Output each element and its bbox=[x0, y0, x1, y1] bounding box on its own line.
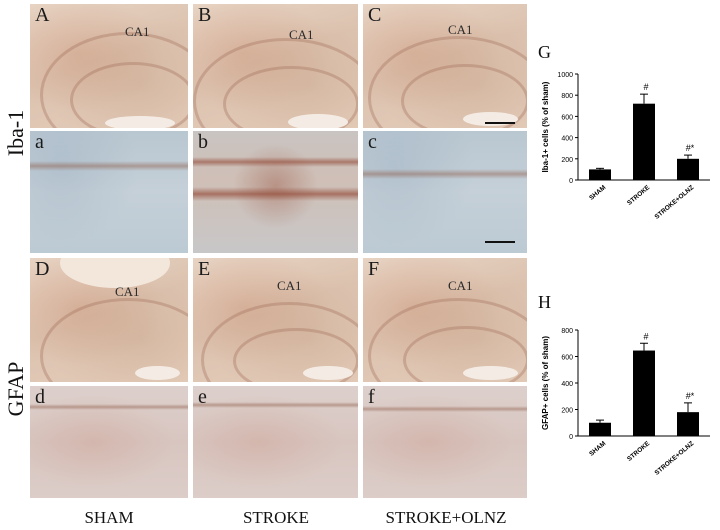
bar bbox=[589, 169, 611, 180]
scale-bar bbox=[485, 122, 515, 124]
panel-label-c: c bbox=[368, 131, 377, 153]
y-tick-label: 600 bbox=[561, 355, 573, 362]
y-tick-label: 600 bbox=[561, 114, 573, 121]
column-label-stroke: STROKE bbox=[242, 508, 310, 527]
panel-F-image: F CA1 bbox=[363, 258, 527, 382]
panel-label-a: a bbox=[35, 131, 44, 153]
panel-a-image: a bbox=[30, 131, 188, 253]
chart-label-G: G bbox=[538, 42, 551, 62]
chart-label-H: H bbox=[538, 292, 551, 312]
row-label-iba1: Iba-1 bbox=[3, 109, 28, 157]
significance-label: #* bbox=[686, 143, 695, 153]
panel-C-image: C CA1 bbox=[363, 4, 527, 128]
y-tick-label: 1000 bbox=[557, 72, 573, 79]
y-tick-label: 200 bbox=[561, 157, 573, 164]
region-label-ca1: CA1 bbox=[448, 278, 473, 293]
y-tick-label: 800 bbox=[561, 328, 573, 335]
y-axis-label: GFAP+ cells (% of sham) bbox=[541, 336, 550, 430]
region-label-ca1: CA1 bbox=[448, 22, 473, 37]
region-label-ca1: CA1 bbox=[277, 278, 302, 293]
significance-label: # bbox=[643, 331, 648, 341]
column-label-stroke-olnz: STROKE+OLNZ bbox=[385, 508, 507, 527]
region-label-ca1: CA1 bbox=[125, 24, 150, 39]
bar bbox=[633, 103, 655, 180]
scale-bar bbox=[485, 241, 515, 243]
panel-label-E: E bbox=[198, 258, 211, 280]
panel-label-D: D bbox=[35, 258, 50, 280]
panel-E-image: E CA1 bbox=[193, 258, 358, 382]
panel-A-image: A CA1 bbox=[30, 4, 188, 128]
x-tick-label: STROKE bbox=[626, 184, 652, 207]
panel-b-image: b bbox=[193, 131, 358, 253]
panel-label-F: F bbox=[368, 258, 380, 280]
row-label-gfap: GFAP bbox=[3, 361, 28, 417]
column-label-sham: SHAM bbox=[84, 508, 134, 527]
y-tick-label: 400 bbox=[561, 136, 573, 143]
panel-label-e: e bbox=[198, 386, 207, 408]
y-tick-label: 200 bbox=[561, 408, 573, 415]
x-tick-label: STROKE+OLNZ bbox=[654, 184, 696, 221]
y-tick-label: 400 bbox=[561, 381, 573, 388]
panel-label-C: C bbox=[368, 4, 382, 26]
panel-d-image: d bbox=[30, 386, 188, 498]
y-tick-label: 0 bbox=[569, 178, 573, 185]
panel-e-image: e bbox=[193, 386, 358, 498]
region-label-ca1: CA1 bbox=[289, 27, 314, 42]
bar bbox=[589, 422, 611, 436]
panel-label-d: d bbox=[35, 386, 45, 408]
significance-label: #* bbox=[686, 391, 695, 401]
x-tick-label: STROKE+OLNZ bbox=[654, 440, 696, 477]
bar bbox=[677, 412, 699, 436]
x-tick-label: SHAM bbox=[588, 440, 607, 458]
y-tick-label: 0 bbox=[569, 434, 573, 441]
chart-iba1: 0 200 400 600 800 1000 Iba-1+ cells (% of sham… bbox=[541, 72, 710, 221]
panel-label-B: B bbox=[198, 4, 212, 26]
bar bbox=[633, 350, 655, 436]
panel-label-f: f bbox=[368, 386, 375, 408]
panel-label-b: b bbox=[198, 131, 208, 153]
x-tick-label: SHAM bbox=[588, 184, 607, 202]
x-tick-label: STROKE bbox=[626, 440, 652, 463]
panel-label-A: A bbox=[35, 4, 50, 26]
y-axis-label: Iba-1+ cells (% of sham) bbox=[541, 81, 550, 172]
panel-D-image: D CA1 bbox=[30, 258, 188, 382]
region-label-ca1: CA1 bbox=[115, 284, 140, 299]
significance-label: # bbox=[643, 82, 648, 92]
panel-c-image: c bbox=[363, 131, 527, 253]
chart-gfap: 0 200 400 600 800 GFAP+ cells (% of sham) SHAM… bbox=[541, 328, 710, 477]
panel-f-image: f bbox=[363, 386, 527, 498]
y-tick-label: 800 bbox=[561, 93, 573, 100]
panel-B-image: B CA1 bbox=[193, 4, 358, 128]
bar bbox=[677, 158, 699, 180]
